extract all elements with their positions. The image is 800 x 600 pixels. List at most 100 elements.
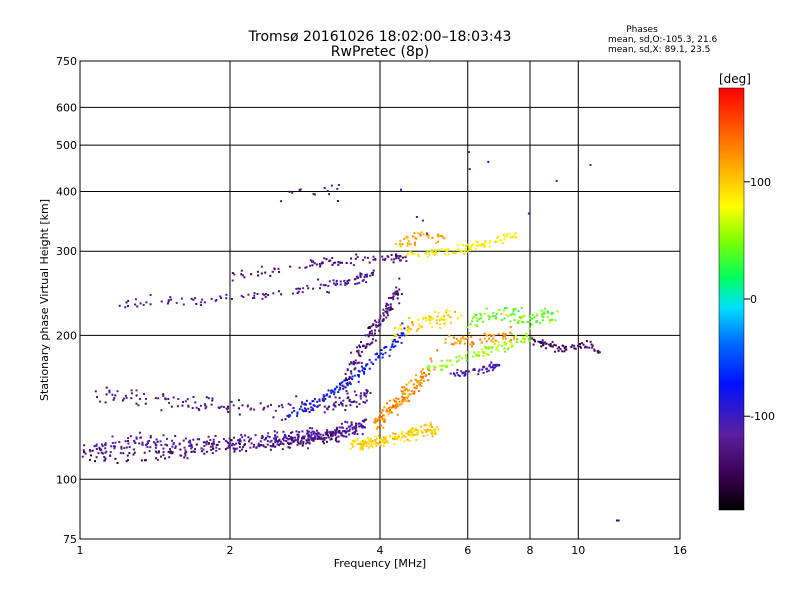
data-point bbox=[202, 448, 205, 451]
data-point bbox=[283, 434, 286, 436]
data-point bbox=[288, 446, 291, 449]
data-point bbox=[239, 438, 241, 441]
data-point bbox=[389, 411, 392, 414]
data-point bbox=[362, 426, 365, 429]
data-point bbox=[469, 343, 472, 346]
data-point bbox=[346, 430, 349, 433]
data-point bbox=[372, 363, 375, 365]
data-point bbox=[332, 430, 334, 433]
data-point bbox=[274, 409, 277, 412]
data-point bbox=[301, 401, 303, 404]
data-point bbox=[410, 390, 413, 393]
data-point bbox=[334, 396, 337, 399]
data-point bbox=[481, 243, 484, 246]
data-point bbox=[516, 322, 519, 324]
data-point bbox=[417, 232, 420, 235]
data-point bbox=[412, 392, 415, 395]
data-point bbox=[417, 429, 420, 431]
data-point bbox=[241, 274, 244, 277]
data-point bbox=[166, 444, 169, 447]
data-point bbox=[389, 409, 391, 411]
data-point bbox=[362, 401, 365, 403]
data-point bbox=[233, 443, 236, 446]
y-tick-label: 200 bbox=[56, 329, 77, 342]
data-point bbox=[465, 356, 468, 359]
data-point bbox=[506, 235, 509, 238]
data-point bbox=[298, 408, 301, 411]
data-point bbox=[105, 386, 108, 389]
data-point bbox=[255, 446, 258, 449]
data-point bbox=[286, 414, 289, 417]
data-point bbox=[498, 239, 501, 242]
data-point bbox=[374, 332, 376, 335]
data-point bbox=[329, 432, 332, 435]
data-point bbox=[166, 302, 169, 305]
data-point bbox=[425, 251, 428, 254]
data-point bbox=[114, 394, 117, 397]
data-point bbox=[395, 286, 398, 289]
data-point bbox=[467, 351, 470, 354]
data-point bbox=[387, 306, 390, 309]
data-point bbox=[81, 455, 84, 458]
data-point bbox=[192, 438, 195, 441]
data-point bbox=[272, 292, 275, 295]
data-point bbox=[228, 442, 231, 445]
data-point bbox=[401, 395, 404, 398]
data-point bbox=[393, 438, 396, 441]
data-point bbox=[365, 395, 368, 398]
data-point bbox=[489, 366, 492, 369]
data-point bbox=[426, 250, 429, 253]
data-point bbox=[553, 343, 556, 346]
data-point bbox=[556, 347, 559, 350]
data-point bbox=[359, 346, 362, 349]
data-point bbox=[371, 274, 374, 276]
data-point bbox=[298, 266, 301, 269]
data-point bbox=[263, 406, 266, 409]
data-point bbox=[487, 347, 490, 350]
data-point bbox=[323, 437, 326, 439]
data-point bbox=[386, 314, 389, 317]
data-point bbox=[527, 212, 530, 215]
x-tick-label: 10 bbox=[571, 544, 585, 557]
data-point bbox=[382, 353, 385, 356]
data-point bbox=[305, 442, 308, 445]
data-point bbox=[370, 442, 373, 445]
data-point bbox=[392, 296, 394, 299]
data-point bbox=[313, 262, 316, 265]
data-point bbox=[443, 323, 446, 326]
data-point bbox=[237, 439, 239, 442]
data-point bbox=[385, 410, 388, 413]
data-point bbox=[363, 372, 366, 375]
data-point bbox=[494, 366, 497, 369]
data-point bbox=[293, 439, 296, 442]
data-point bbox=[341, 403, 344, 405]
data-point bbox=[405, 254, 408, 257]
data-point bbox=[308, 427, 311, 429]
data-point bbox=[394, 333, 397, 336]
data-point bbox=[316, 429, 318, 432]
data-point bbox=[439, 323, 442, 326]
data-point bbox=[548, 319, 551, 322]
data-point bbox=[343, 379, 346, 382]
data-point bbox=[399, 244, 402, 247]
data-point bbox=[386, 255, 389, 258]
data-point bbox=[413, 390, 416, 393]
data-point bbox=[213, 442, 215, 445]
data-point bbox=[203, 452, 206, 455]
data-point bbox=[422, 380, 425, 382]
data-point bbox=[295, 430, 298, 433]
data-point bbox=[350, 442, 353, 445]
data-point bbox=[476, 325, 479, 327]
data-point bbox=[542, 341, 545, 344]
data-point bbox=[204, 407, 207, 410]
data-point bbox=[374, 435, 377, 438]
data-point bbox=[487, 337, 490, 340]
data-point bbox=[419, 325, 422, 328]
data-point bbox=[319, 436, 322, 439]
data-point bbox=[416, 381, 419, 384]
data-point bbox=[306, 447, 309, 450]
data-point bbox=[356, 438, 359, 440]
data-point bbox=[149, 303, 152, 306]
data-point bbox=[436, 315, 439, 318]
data-point bbox=[162, 393, 165, 396]
